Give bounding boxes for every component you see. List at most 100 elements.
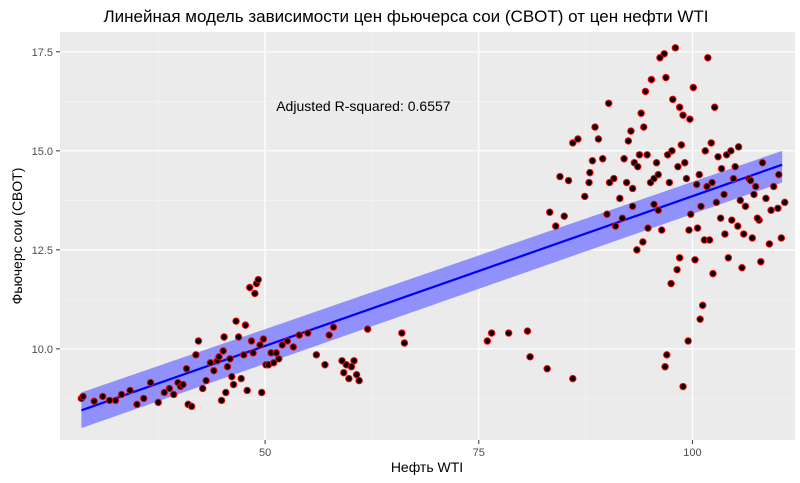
data-point [738,263,746,272]
data-point [400,339,409,347]
chart-title: Линейная модель зависимости цен фьючерса… [104,7,709,26]
data-point [487,329,496,337]
data-point [657,226,666,234]
data-point [363,325,372,333]
data-point [604,99,613,108]
data-point [232,317,240,325]
data-point [686,115,694,123]
data-point [229,380,238,389]
data-point [591,123,599,131]
data-point [720,190,728,199]
data-point [641,87,650,96]
data-point [728,216,736,224]
data-point [278,341,286,349]
data-point [154,398,162,407]
data-point [226,355,234,363]
data-point [661,363,669,371]
data-point [256,341,264,349]
data-point [679,111,687,119]
data-point [671,44,680,52]
data-point [740,230,748,238]
data-point [727,147,735,155]
data-point [758,159,767,167]
data-point [654,206,662,214]
data-point [206,359,215,367]
data-point [767,206,775,214]
data-point [693,224,702,232]
data-point [202,376,210,385]
data-point [192,351,200,359]
data-point [165,384,174,393]
data-point [654,170,662,179]
data-point [241,321,250,329]
data-point [777,234,786,242]
data-point [679,382,687,391]
data-point [611,222,620,230]
data-point [585,178,593,187]
data-point [656,54,664,62]
data-point [662,73,670,82]
y-tick-label: 10.0 [32,344,53,356]
data-point [254,275,262,284]
x-tick-label: 75 [473,447,485,459]
data-point [652,159,661,167]
data-point [240,351,248,359]
data-point [312,351,321,359]
data-point [684,337,692,345]
regression-line [81,163,783,412]
data-point [194,337,203,345]
data-point [182,364,191,373]
data-point [220,333,228,341]
data-point [643,151,651,159]
data-point [247,337,256,345]
data-point [199,384,207,393]
data-point [721,230,729,238]
data-point [551,222,560,230]
data-point [731,162,739,171]
data-point [695,170,703,179]
data-point [717,164,726,173]
data-point [701,147,709,155]
data-point [707,139,715,147]
data-point [126,386,134,395]
data-point [746,176,755,185]
data-point [705,236,714,244]
data-point [704,54,712,62]
data-point [674,162,682,171]
data-point [734,143,743,151]
data-point [560,212,568,220]
data-point [243,386,251,395]
data-point [304,329,312,337]
grid-major [60,32,795,440]
data-point [775,170,783,179]
data-point [257,388,266,397]
data-point [673,265,681,274]
data-point [160,388,168,397]
data-point [663,151,672,159]
x-axis-title: Нефть WTI [391,459,463,475]
data-point [169,390,178,399]
data-point [716,214,725,222]
data-point [634,162,642,171]
data-point [691,256,699,264]
data-point [222,388,230,397]
data-point [249,349,257,357]
data-point [741,202,750,210]
data-point [79,392,87,401]
data-point [685,226,693,234]
data-point [633,246,641,254]
data-point [99,392,107,401]
data-point [751,182,760,191]
data-point [325,331,333,339]
data-point [133,400,141,409]
data-point [708,178,716,187]
data-point [321,361,329,369]
data-point [781,198,789,207]
data-point [586,168,594,177]
data-point [689,83,697,92]
data-point [564,176,573,185]
data-point [698,301,707,310]
data-point [703,182,711,191]
data-point [714,153,722,161]
